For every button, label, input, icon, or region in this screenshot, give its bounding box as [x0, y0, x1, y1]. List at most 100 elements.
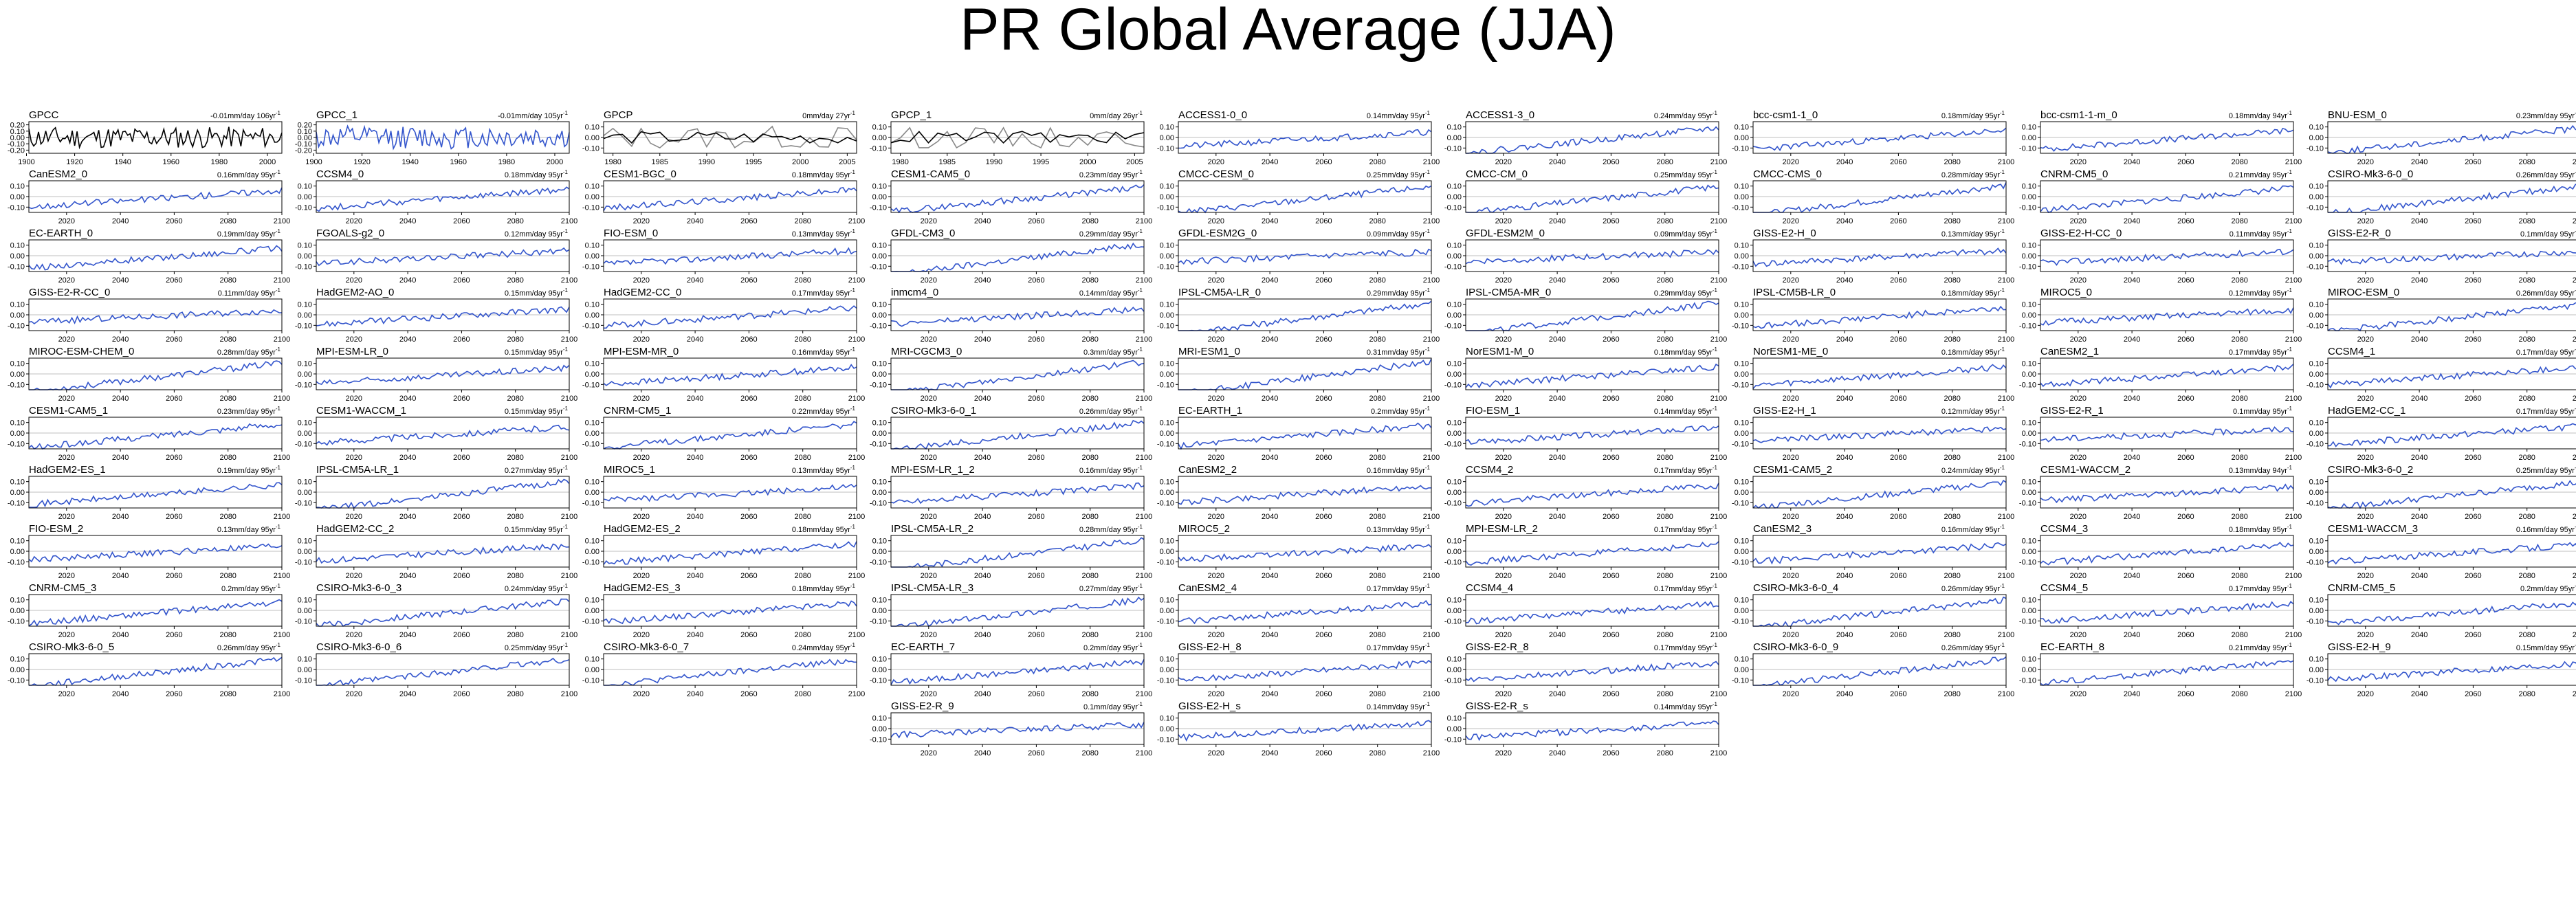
trend-label: 0.29mm/day 95yr-1	[1367, 287, 1431, 298]
x-tick-label: 2060	[1028, 276, 1044, 285]
panel-title: HadGEM2-CC_1	[2328, 405, 2406, 417]
x-tick-label: 2080	[2231, 217, 2247, 225]
panel: CESM1-CAM5_1 0.23mm/day 95yr-1 -0.10 0.00 0.…	[8, 405, 290, 462]
x-tick-label: 2040	[1836, 395, 1853, 403]
y-tick-label: 0.10	[2309, 419, 2324, 428]
x-tick-label: 2040	[2124, 217, 2140, 225]
y-tick-label: 0.00	[1160, 607, 1174, 615]
x-tick-label: 2080	[219, 217, 236, 225]
x-tick-label: 2100	[2285, 572, 2302, 580]
x-tick-label: 2060	[1890, 217, 1906, 225]
x-tick-label: 2040	[2124, 158, 2140, 166]
trend-label: 0.1mm/day 95yr-1	[2233, 406, 2293, 416]
x-tick-label: 2020	[2070, 454, 2087, 462]
x-tick-label: 2080	[1944, 631, 1960, 639]
panel-title: GPCC_1	[316, 109, 357, 121]
x-tick-label: 2060	[740, 572, 757, 580]
x-tick-label: 2060	[1028, 513, 1044, 521]
y-tick-label: 0.00	[1160, 134, 1174, 142]
x-tick-label: 2040	[2411, 690, 2428, 698]
x-tick-label: 2080	[1656, 335, 1673, 344]
series-line	[2040, 483, 2294, 504]
x-tick-label: 2020	[1495, 690, 1512, 698]
x-tick-label: 2080	[2518, 513, 2535, 521]
y-tick-label: -0.10	[2019, 617, 2036, 625]
y-tick-label: 0.00	[872, 193, 887, 201]
x-tick-label: 2060	[1315, 513, 1332, 521]
x-tick-label: 2080	[1656, 690, 1673, 698]
x-tick-label: 2080	[219, 335, 236, 344]
x-tick-label: 2040	[687, 217, 703, 225]
y-tick-label: -0.10	[2307, 203, 2324, 212]
panel-title: FIO-ESM_0	[604, 228, 658, 239]
x-tick-label: 2060	[1890, 276, 1906, 285]
panel: inmcm4_0 0.14mm/day 95yr-1 -0.10 0.00 0.10 20…	[870, 287, 1152, 344]
y-tick-label: -0.10	[8, 203, 25, 212]
trend-label: 0.15mm/day 95yr-1	[505, 346, 569, 357]
trend-label: 0.26mm/day 95yr-1	[2516, 169, 2576, 179]
y-tick-label: -0.10	[2307, 499, 2324, 507]
y-tick-label: 0.10	[2309, 124, 2324, 132]
x-tick-label: 2100	[2573, 572, 2576, 580]
y-tick-label: -0.10	[870, 617, 887, 625]
panel-title: CSIRO-Mk3-6-0_9	[1753, 641, 1838, 653]
y-tick-label: 0.00	[298, 666, 312, 674]
x-tick-label: 2040	[2411, 513, 2428, 521]
y-tick-label: 0.10	[585, 478, 599, 487]
y-tick-label: 0.10	[1735, 183, 1749, 191]
trend-label: -0.01mm/day 106yr-1	[210, 110, 280, 120]
trend-label: 0.14mm/day 95yr-1	[1367, 110, 1431, 120]
panel-title: GFDL-CM3_0	[891, 228, 955, 239]
y-tick-label: -0.10	[1732, 617, 1749, 625]
trend-label: 0.18mm/day 95yr-1	[1941, 287, 2005, 298]
panel: CMCC-CM_0 0.25mm/day 95yr-1 -0.10 0.00 0.10 2…	[1444, 168, 1727, 225]
panel: CSIRO-Mk3-6-0_9 0.26mm/day 95yr-1 -0.10 0.0…	[1732, 641, 2014, 698]
x-tick-label: 1920	[66, 158, 82, 166]
panel-title: MIROC-ESM-CHEM_0	[29, 346, 134, 357]
x-tick-label: 2000	[1079, 158, 1096, 166]
trend-label: 0.15mm/day 95yr-1	[505, 524, 569, 534]
panel-title: CMCC-CMS_0	[1753, 168, 1822, 180]
x-tick-label: 2020	[2070, 572, 2087, 580]
x-tick-label: 2060	[453, 395, 470, 403]
x-tick-label: 2100	[274, 217, 290, 225]
x-tick-label: 2100	[274, 631, 290, 639]
series-line	[890, 722, 1145, 739]
panel-title: CESM1-WACCM_1	[316, 405, 406, 417]
x-tick-label: 1900	[18, 158, 34, 166]
x-tick-label: 2040	[687, 572, 703, 580]
x-tick-label: 2060	[1315, 631, 1332, 639]
x-tick-label: 2040	[974, 217, 991, 225]
y-tick-label: 0.10	[1447, 124, 1462, 132]
x-tick-label: 2080	[2518, 395, 2535, 403]
y-tick-label: 0.10	[1160, 124, 1174, 132]
series-line	[1178, 720, 1432, 742]
x-tick-label: 2100	[561, 454, 577, 462]
x-tick-label: 2080	[1369, 454, 1385, 462]
y-tick-label: -0.10	[8, 381, 25, 389]
x-tick-label: 2040	[1549, 631, 1565, 639]
y-tick-label: 0.00	[10, 134, 25, 142]
trend-label: 0.19mm/day 95yr-1	[217, 228, 281, 239]
x-tick-label: 2020	[921, 395, 937, 403]
trend-label: 0.15mm/day 95yr-1	[2516, 642, 2576, 652]
panel: MPI-ESM-MR_0 0.16mm/day 95yr-1 -0.10 0.00 0.…	[582, 346, 865, 403]
y-tick-label: 0.10	[585, 301, 599, 309]
x-tick-label: 2080	[219, 690, 236, 698]
y-tick-label: 0.00	[298, 607, 312, 615]
y-tick-label: 0.10	[1160, 183, 1174, 191]
y-tick-label: 0.10	[1160, 538, 1174, 546]
x-tick-label: 2100	[2285, 513, 2302, 521]
x-tick-label: 2020	[921, 454, 937, 462]
x-tick-label: 2100	[848, 572, 865, 580]
x-tick-label: 2020	[921, 217, 937, 225]
x-tick-label: 2100	[1998, 572, 2014, 580]
series-line	[1752, 426, 2007, 443]
x-tick-label: 2100	[1998, 217, 2014, 225]
x-tick-label: 2040	[1549, 395, 1565, 403]
x-tick-label: 2100	[1136, 454, 1152, 462]
x-tick-label: 2060	[2177, 572, 2194, 580]
x-tick-label: 2100	[561, 690, 577, 698]
series-line	[2040, 307, 2294, 326]
panel: bcc-csm1-1-m_0 0.18mm/day 94yr-1 -0.10 0.00…	[2019, 109, 2302, 166]
